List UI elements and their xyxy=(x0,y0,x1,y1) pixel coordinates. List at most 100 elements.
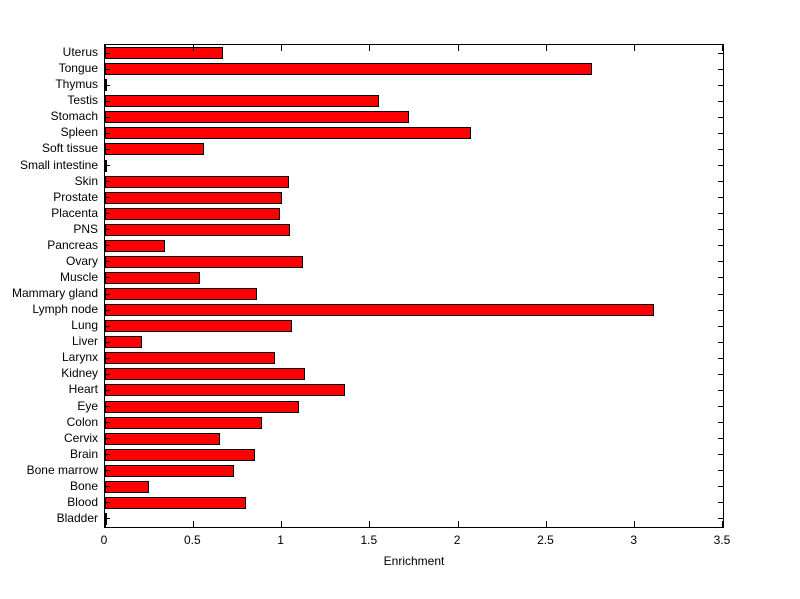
y-axis-tick xyxy=(105,277,110,279)
y-axis-tick xyxy=(105,148,110,150)
y-axis-tick xyxy=(718,470,723,472)
y-axis-tick xyxy=(718,438,723,440)
x-tick-label: 3 xyxy=(630,533,638,547)
y-tick-label: Ovary xyxy=(65,253,98,268)
y-tick-label: Colon xyxy=(66,414,98,429)
y-tick-label: Blood xyxy=(67,494,98,509)
bar xyxy=(105,480,150,493)
y-axis-tick xyxy=(105,389,110,391)
y-axis-tick xyxy=(105,116,110,118)
y-axis-tick xyxy=(105,438,110,440)
x-axis-tick xyxy=(281,521,283,527)
x-tick-label: 3.5 xyxy=(713,533,731,547)
bar xyxy=(105,336,143,349)
y-tick-label: Liver xyxy=(71,334,98,349)
bar xyxy=(105,304,655,317)
y-tick-label: PNS xyxy=(73,221,98,236)
bar xyxy=(105,464,234,477)
x-axis-tick xyxy=(281,45,283,51)
y-tick-label: Larynx xyxy=(61,350,98,365)
y-axis-tick xyxy=(718,100,723,102)
y-tick-label: Thymus xyxy=(55,77,98,92)
y-axis-tick xyxy=(718,486,723,488)
y-axis-tick xyxy=(105,309,110,311)
y-axis-tick xyxy=(105,84,110,86)
bar xyxy=(105,288,257,301)
y-axis-tick xyxy=(718,116,723,118)
y-axis-tick xyxy=(718,373,723,375)
y-axis-tick xyxy=(718,229,723,231)
y-axis-tick xyxy=(105,261,110,263)
y-axis-tick xyxy=(105,68,110,70)
bar xyxy=(105,448,256,461)
y-axis-tick xyxy=(718,261,723,263)
x-axis-tick xyxy=(105,45,106,51)
x-axis-tick xyxy=(545,45,547,51)
bar xyxy=(105,432,220,445)
y-axis-tick xyxy=(718,197,723,199)
x-axis-tick xyxy=(722,45,723,51)
y-axis-tick xyxy=(718,357,723,359)
y-tick-label: Spleen xyxy=(60,125,98,140)
y-axis-tick xyxy=(718,406,723,407)
y-tick-label: Small intestine xyxy=(19,157,98,172)
x-axis-tick xyxy=(722,521,723,527)
bar xyxy=(105,207,280,220)
y-axis-tick xyxy=(105,454,110,456)
bar xyxy=(105,368,305,381)
x-axis-tick xyxy=(545,521,547,527)
y-tick-label: Placenta xyxy=(51,205,98,220)
y-axis-tick xyxy=(718,422,723,424)
y-axis-tick xyxy=(105,325,110,327)
y-axis-tick xyxy=(105,132,110,134)
y-axis-tick xyxy=(105,197,110,199)
y-axis-tick xyxy=(105,293,110,295)
x-axis-tick xyxy=(457,521,459,527)
y-axis-tick xyxy=(105,229,110,231)
x-tick-label: 0.5 xyxy=(183,533,201,547)
y-axis-tick xyxy=(105,213,110,215)
y-axis-tick xyxy=(105,518,110,520)
bar xyxy=(105,352,275,365)
bar xyxy=(105,255,303,268)
y-tick-label: Lung xyxy=(71,318,98,333)
y-axis-tick xyxy=(105,341,110,343)
x-tick-label: 1 xyxy=(277,533,284,547)
y-tick-label: Cervix xyxy=(63,430,98,445)
y-tick-label: Prostate xyxy=(53,189,98,204)
y-tick-label: Brain xyxy=(69,446,98,461)
y-tick-label: Heart xyxy=(68,382,98,397)
x-tick-label: 2.5 xyxy=(537,533,554,547)
y-axis-tick xyxy=(105,422,110,424)
y-axis-tick xyxy=(718,165,723,166)
y-axis-tick xyxy=(105,373,110,375)
bar xyxy=(105,143,204,156)
x-axis-tick xyxy=(192,45,194,51)
y-axis-tick xyxy=(718,68,723,70)
y-axis-tick xyxy=(718,213,723,215)
bar xyxy=(105,191,282,204)
y-axis-tick xyxy=(718,181,723,183)
y-tick-label: Bone xyxy=(69,478,98,493)
y-axis-tick xyxy=(105,181,110,183)
y-axis-tick xyxy=(718,454,723,456)
y-axis-tick xyxy=(105,357,110,359)
bar xyxy=(105,496,247,509)
y-tick-label: Kidney xyxy=(61,366,98,381)
x-axis-tick xyxy=(634,521,636,527)
y-tick-label: Skin xyxy=(74,173,98,188)
y-tick-label: Uterus xyxy=(62,45,98,60)
x-tick-label: 1.5 xyxy=(360,533,378,547)
y-axis-tick xyxy=(105,52,110,54)
plot-area xyxy=(104,44,724,528)
x-axis-tick xyxy=(192,521,194,527)
y-tick-label: Eye xyxy=(77,398,98,413)
x-axis-tick xyxy=(457,45,459,51)
y-tick-label: Mammary gland xyxy=(11,286,98,301)
y-tick-label: Tongue xyxy=(58,61,98,76)
y-axis-tick xyxy=(718,389,723,391)
bar xyxy=(105,416,263,429)
x-tick-label: 0 xyxy=(100,533,108,547)
y-axis-tick xyxy=(718,341,723,343)
